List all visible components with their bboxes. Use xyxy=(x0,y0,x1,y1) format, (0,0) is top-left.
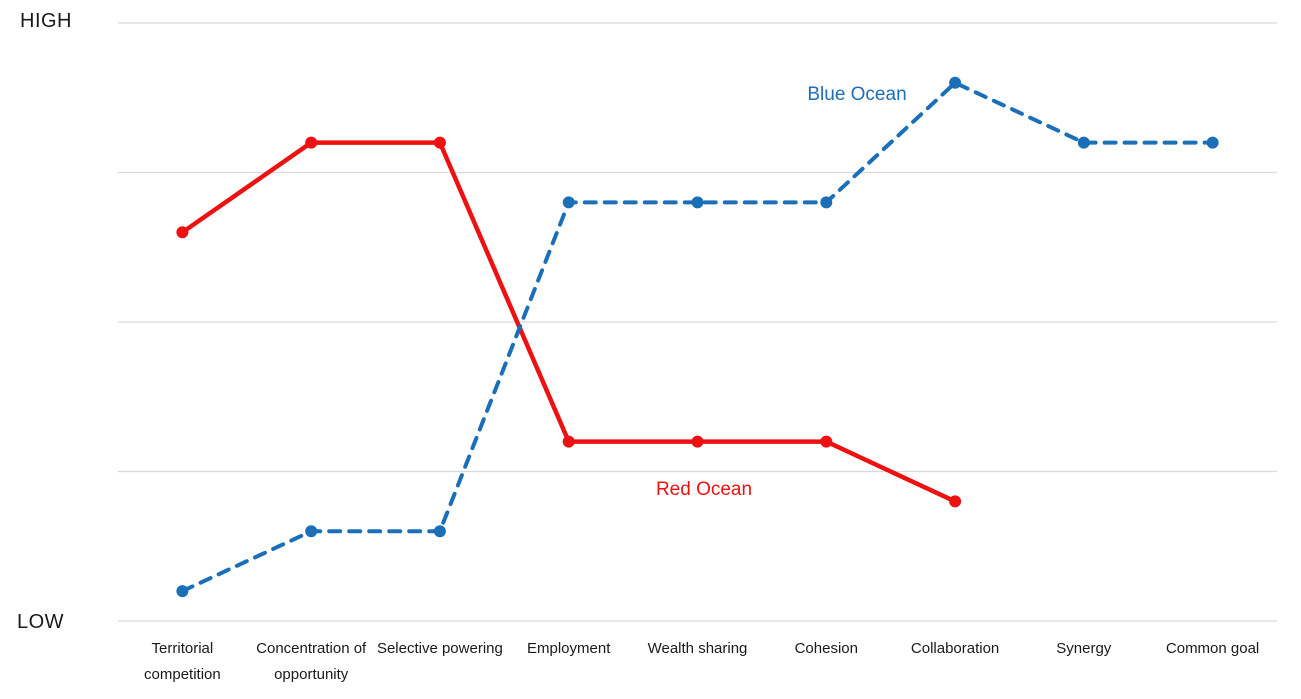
category-label-territorial-competition: Territorial competition xyxy=(144,640,221,683)
red-ocean-data-point xyxy=(691,435,704,448)
category-label-wealth-sharing: Wealth sharing xyxy=(647,640,748,657)
category-label-cohesion: Cohesion xyxy=(794,640,858,657)
red-ocean-series-label: Red Ocean xyxy=(655,479,753,500)
red-ocean-data-point xyxy=(949,495,962,508)
category-label-common-goal: Common goal xyxy=(1165,640,1260,657)
category-label-collaboration: Collaboration xyxy=(910,640,1000,657)
category-label-selective-powering: Selective powering xyxy=(376,640,503,657)
red-ocean-data-point xyxy=(562,435,575,448)
y-axis-low-label: LOW xyxy=(17,611,65,633)
red-ocean-data-point xyxy=(820,435,833,448)
blue-ocean-data-point xyxy=(176,585,189,598)
blue-ocean-data-point xyxy=(1077,136,1090,149)
blue-ocean-series-label: Blue Ocean xyxy=(807,84,907,105)
red-ocean-data-point xyxy=(433,136,446,149)
category-label-concentration-of-opportunity: Concentration of opportunity xyxy=(256,640,367,683)
category-label-employment: Employment xyxy=(527,640,611,657)
blue-ocean-data-point xyxy=(1206,136,1219,149)
blue-ocean-data-point xyxy=(562,196,575,209)
blue-ocean-data-point xyxy=(949,76,962,89)
blue-ocean-data-point xyxy=(820,196,833,209)
y-axis-high-label: HIGH xyxy=(20,10,72,32)
blue-ocean-data-point xyxy=(433,525,446,538)
blue-ocean-line xyxy=(180,80,1215,594)
category-label-synergy: Synergy xyxy=(1056,640,1112,657)
red-ocean-data-point xyxy=(305,136,318,149)
blue-ocean-data-point xyxy=(305,525,318,538)
red-ocean-data-point xyxy=(176,226,189,239)
blue-ocean-data-point xyxy=(691,196,704,209)
